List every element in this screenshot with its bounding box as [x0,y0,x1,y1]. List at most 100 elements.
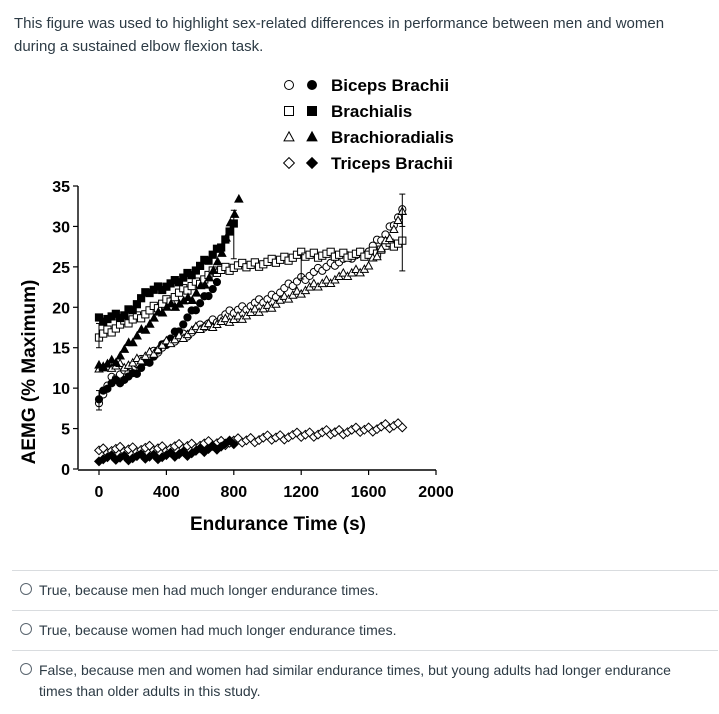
data-point [228,439,239,450]
data-point [363,260,374,270]
legend-label: Triceps Brachii [331,154,453,173]
legend-label: Brachialis [331,102,412,121]
data-point [250,303,260,313]
data-point [234,193,244,203]
data-point [238,258,247,268]
data-point [161,335,172,345]
data-point [140,324,151,334]
data-point [208,284,217,294]
data-point [187,295,198,304]
answer-options: True, because men had much longer endura… [12,570,718,711]
data-point [149,312,159,322]
legend-open-marker [284,106,294,116]
legend-open-marker [284,80,294,90]
radio-button[interactable] [20,663,32,675]
legend-filled-marker [306,130,318,142]
data-point [191,321,201,331]
data-point [233,310,243,320]
aemg-chart: Biceps Brachii Brachialis Brachioradialis T… [19,76,454,535]
data-point [204,256,213,265]
legend-label: Brachioradialis [331,128,454,147]
legend-open-marker [282,156,296,170]
radio-button[interactable] [20,623,32,635]
data-point [208,265,219,274]
y-tick-label: 5 [61,422,70,439]
data-point [174,330,184,340]
answer-option-label: True, because men had much longer endura… [39,582,379,598]
data-point [376,243,387,253]
answer-option-1[interactable]: True, because men had much longer endura… [12,570,718,610]
data-point [158,299,167,308]
data-point [187,281,196,291]
data-point [127,357,138,367]
y-tick-label: 15 [52,341,70,358]
data-point [137,294,146,303]
data-point [191,306,200,315]
data-point [250,258,259,267]
answer-option-2[interactable]: True, because women had much longer endu… [12,610,718,650]
data-point [170,293,179,302]
error-bars [96,193,406,411]
x-tick-label: 1200 [283,484,319,501]
data-point [111,309,120,318]
data-point [115,350,125,360]
data-point [204,291,213,301]
data-point [145,318,155,328]
data-point [103,384,112,393]
legend-label: Biceps Brachii [331,76,449,95]
chart-marks [93,193,408,467]
data-point [120,311,129,320]
data-point [174,278,184,287]
y-tick-label: 0 [61,462,70,479]
data-point [212,277,222,287]
legend-open-marker [283,130,295,142]
chart-legend: Biceps Brachii Brachialis Brachioradialis T… [282,76,454,173]
aemg-figure: Biceps Brachii Brachialis Brachioradialis T… [0,60,719,570]
data-point [132,300,142,309]
answer-option-label: True, because women had much longer endu… [39,622,397,638]
data-series-circle-filled [94,277,222,404]
data-point [309,248,318,257]
data-point [140,351,151,360]
data-point [187,271,196,280]
data-point [372,251,382,261]
data-point [106,354,117,364]
y-tick-label: 35 [52,179,70,196]
data-point [132,330,142,340]
data-point [196,299,205,308]
chart-axes: 0 5 10 15 20 25 30 35 0 400 800 1200 1600 2000 [52,179,454,501]
data-point [204,272,214,282]
data-point [339,248,348,257]
data-point [217,248,227,257]
data-point [326,247,335,256]
data-point [148,348,159,358]
data-point [157,307,168,317]
legend-filled-marker [307,106,317,116]
data-point [191,266,200,275]
data-point [191,287,202,297]
answer-option-3[interactable]: False, because men and women had similar… [12,650,718,711]
x-axis-label: Endurance Time (s) [190,514,366,535]
legend-filled-marker [307,80,317,90]
data-point [166,298,176,308]
data-point [225,227,234,236]
data-point [309,278,319,288]
x-tick-label: 800 [220,484,247,501]
data-point [179,273,188,282]
y-tick-label: 20 [52,300,70,317]
radio-button[interactable] [20,583,32,595]
data-point [203,318,214,328]
data-point [338,267,349,277]
data-point [221,232,231,242]
data-point [183,313,192,322]
data-point [111,357,121,367]
data-point [397,422,408,433]
data-point [229,209,240,218]
data-point [179,320,188,329]
data-series-square-filled [94,219,238,326]
data-point [119,344,130,353]
data-point [196,261,205,270]
data-point [262,300,273,309]
data-series-triangle-filled [94,193,244,372]
data-point [279,291,290,300]
